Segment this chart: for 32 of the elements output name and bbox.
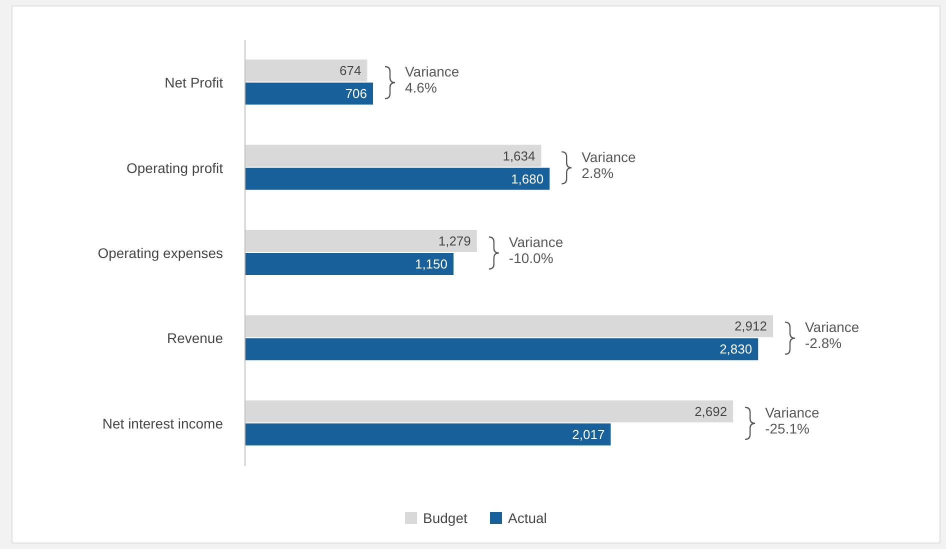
y-tick-label: Operating expenses xyxy=(98,245,223,261)
text: Variance -2.8% xyxy=(805,319,860,352)
bar xyxy=(245,230,477,252)
legend-label: Budget xyxy=(423,510,468,526)
annotation: Variance -25.1% xyxy=(765,404,820,436)
data-label: 1,150 xyxy=(414,256,448,272)
bar xyxy=(245,423,611,446)
bar xyxy=(245,253,454,275)
bar xyxy=(245,82,374,105)
data-label: 1,634 xyxy=(502,148,536,164)
data-label: 2,017 xyxy=(572,426,605,442)
bar xyxy=(245,338,758,360)
bar xyxy=(245,60,368,82)
bar xyxy=(245,144,542,167)
bar xyxy=(245,400,734,422)
data-label: 1,279 xyxy=(438,234,471,248)
data-label: 2,830 xyxy=(720,342,752,357)
data-label: 2,692 xyxy=(694,404,728,419)
legend-label: Actual xyxy=(508,510,547,526)
annotation: Variance -10.0% xyxy=(508,234,564,266)
y-tick-label: Revenue xyxy=(166,330,224,346)
y-tick-label: Net interest income xyxy=(102,415,224,432)
data-label: 674 xyxy=(340,63,362,78)
y-tick-label: Net Profit xyxy=(164,74,224,91)
data-label: 1,680 xyxy=(511,171,544,186)
bar xyxy=(245,168,550,190)
data-label: 2,912 xyxy=(734,318,767,334)
y-tick-label: Operating profit xyxy=(126,160,224,176)
data-label: 706 xyxy=(345,86,368,102)
annotation: Variance 2.8% xyxy=(582,148,636,181)
bar xyxy=(245,315,773,338)
annotation: Variance 4.6% xyxy=(405,64,460,96)
